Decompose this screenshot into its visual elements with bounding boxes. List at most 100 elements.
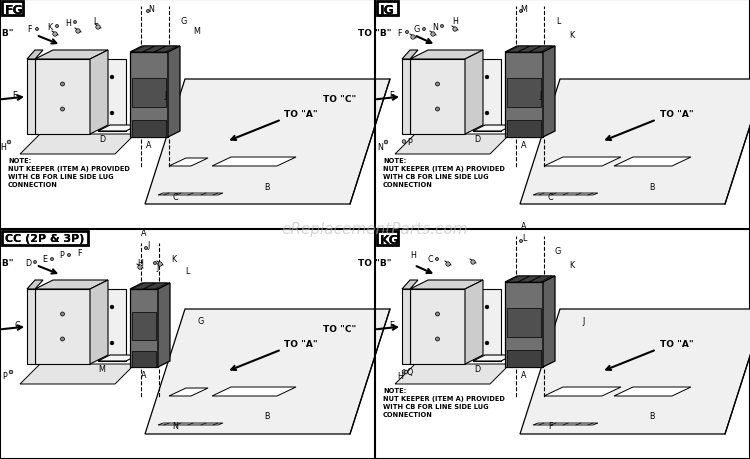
Polygon shape (518, 276, 541, 282)
Polygon shape (507, 121, 541, 138)
Text: F: F (548, 421, 553, 431)
Polygon shape (518, 47, 541, 53)
Circle shape (485, 341, 489, 345)
Polygon shape (168, 47, 180, 138)
Text: L: L (184, 267, 189, 276)
Text: C: C (172, 192, 178, 201)
Text: E: E (389, 90, 394, 99)
Text: C: C (548, 192, 553, 201)
Polygon shape (402, 60, 410, 134)
Text: A: A (521, 371, 526, 380)
Circle shape (8, 141, 10, 145)
Polygon shape (35, 289, 90, 364)
Polygon shape (402, 289, 410, 364)
Polygon shape (465, 280, 483, 364)
Text: H: H (65, 18, 71, 28)
Text: CC (2P & 3P): CC (2P & 3P) (5, 234, 84, 243)
Polygon shape (543, 47, 555, 138)
Circle shape (384, 141, 388, 145)
Circle shape (76, 30, 80, 34)
Text: D: D (99, 135, 105, 144)
Polygon shape (614, 387, 691, 396)
Text: N: N (172, 421, 178, 431)
Text: B: B (650, 412, 655, 420)
Text: P: P (408, 138, 413, 147)
Circle shape (61, 108, 64, 112)
Polygon shape (410, 289, 465, 364)
Circle shape (406, 31, 409, 34)
Polygon shape (132, 283, 155, 289)
Text: P: P (3, 372, 8, 381)
Text: K: K (172, 254, 176, 263)
Text: A: A (141, 229, 147, 238)
Text: N: N (377, 142, 383, 151)
Polygon shape (35, 51, 108, 60)
Polygon shape (507, 308, 541, 337)
Polygon shape (520, 309, 750, 434)
Polygon shape (145, 309, 390, 434)
Circle shape (68, 254, 70, 257)
Text: D: D (474, 365, 480, 374)
Polygon shape (395, 134, 510, 155)
FancyBboxPatch shape (2, 2, 23, 16)
Text: TO "C": TO "C" (322, 325, 356, 333)
Text: KG: KG (380, 234, 400, 246)
Text: A: A (521, 141, 526, 150)
FancyBboxPatch shape (2, 231, 88, 246)
Polygon shape (473, 355, 513, 361)
Text: B: B (264, 182, 270, 191)
Text: NOTE:
NUT KEEPER (ITEM A) PROVIDED
WITH CB FOR LINE SIDE LUG
CONNECTION: NOTE: NUT KEEPER (ITEM A) PROVIDED WITH … (8, 157, 130, 188)
Text: B: B (650, 182, 655, 191)
Polygon shape (130, 289, 158, 367)
Text: N: N (432, 22, 438, 31)
Text: P: P (60, 251, 64, 260)
Circle shape (436, 83, 439, 87)
Polygon shape (410, 280, 483, 289)
Text: H: H (397, 372, 403, 381)
Polygon shape (35, 280, 108, 289)
Circle shape (402, 370, 406, 374)
Text: NOTE:
NUT KEEPER (ITEM A) PROVIDED
WITH CB FOR LINE SIDE LUG
CONNECTION: NOTE: NUT KEEPER (ITEM A) PROVIDED WITH … (383, 157, 505, 188)
Circle shape (404, 370, 408, 374)
Circle shape (436, 258, 439, 261)
Circle shape (436, 312, 439, 316)
Circle shape (61, 337, 64, 341)
Text: TO "C": TO "C" (322, 95, 356, 104)
Polygon shape (505, 276, 555, 282)
Text: JG: JG (380, 4, 394, 17)
Text: B: B (264, 412, 270, 420)
Circle shape (485, 76, 489, 79)
Text: E: E (389, 320, 394, 329)
Circle shape (96, 26, 100, 30)
Circle shape (453, 28, 458, 32)
Polygon shape (145, 80, 390, 205)
Polygon shape (130, 283, 170, 289)
Circle shape (50, 258, 53, 261)
Polygon shape (507, 47, 530, 53)
Circle shape (34, 261, 37, 264)
Circle shape (436, 108, 439, 112)
Text: J: J (165, 91, 167, 100)
Polygon shape (158, 423, 223, 425)
Circle shape (138, 265, 142, 269)
Circle shape (485, 112, 489, 116)
Polygon shape (130, 53, 168, 138)
Polygon shape (530, 47, 552, 53)
Text: L: L (556, 17, 560, 27)
Circle shape (146, 11, 149, 13)
Text: G: G (181, 17, 188, 27)
Polygon shape (505, 47, 555, 53)
Text: H: H (452, 17, 458, 27)
Polygon shape (520, 80, 750, 205)
Text: TO "B": TO "B" (358, 29, 392, 39)
Text: TO "B": TO "B" (0, 259, 14, 268)
Circle shape (422, 28, 425, 31)
Text: K: K (569, 260, 574, 269)
Text: J: J (583, 316, 585, 325)
Text: Q: Q (406, 367, 413, 376)
Polygon shape (169, 159, 208, 167)
Polygon shape (410, 60, 465, 134)
Polygon shape (507, 350, 541, 367)
Polygon shape (530, 276, 552, 282)
Circle shape (430, 33, 435, 37)
